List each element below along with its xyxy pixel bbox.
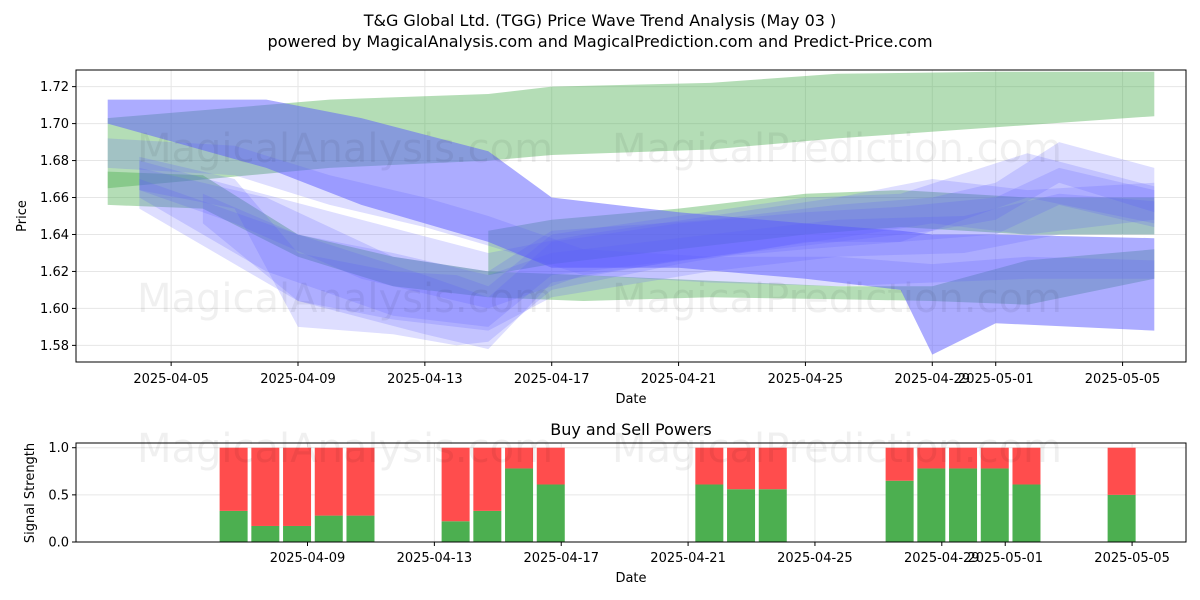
sell-bar bbox=[727, 447, 756, 490]
price-x-tick-label: 2025-05-05 bbox=[1085, 372, 1161, 387]
wave-band-blue-9 bbox=[202, 193, 1155, 331]
signal-y-tick-label: 0.0 bbox=[48, 536, 69, 551]
price-y-tick-label: 1.58 bbox=[40, 339, 69, 354]
watermark-mid-right: MagicalPrediction.com bbox=[612, 276, 1062, 322]
buy-bar bbox=[505, 468, 534, 542]
watermark-mid-left: MagicalAnalysis.com bbox=[137, 276, 553, 322]
buy-bar bbox=[727, 489, 756, 542]
wave-band-blue-4 bbox=[107, 99, 1155, 355]
price-x-tick-label: 2025-04-29 bbox=[895, 372, 971, 387]
price-y-tick-label: 1.60 bbox=[40, 302, 69, 317]
wave-band-green-2 bbox=[107, 171, 1155, 305]
signal-y-tick-label: 0.5 bbox=[48, 488, 69, 503]
signal-plot-frame bbox=[75, 442, 1187, 543]
price-x-tick-label: 2025-05-01 bbox=[958, 372, 1034, 387]
signal-x-axis-label: Date bbox=[615, 571, 646, 586]
buy-bar bbox=[758, 489, 787, 542]
sell-bar bbox=[1012, 447, 1041, 485]
signal-x-tick-label: 2025-04-13 bbox=[397, 551, 473, 566]
buy-bar bbox=[885, 480, 914, 542]
signal-x-tick-label: 2025-04-21 bbox=[650, 551, 726, 566]
signal-x-tick-label: 2025-04-09 bbox=[270, 551, 346, 566]
sell-bar bbox=[536, 447, 565, 485]
price-x-tick-label: 2025-04-05 bbox=[133, 372, 209, 387]
signal-x-tick-label: 2025-05-05 bbox=[1094, 551, 1170, 566]
price-y-tick-label: 1.68 bbox=[40, 154, 69, 169]
watermark-bottom-right: MagicalPrediction.com bbox=[612, 426, 1062, 472]
buy-bar bbox=[473, 510, 502, 542]
buy-bar bbox=[980, 468, 1009, 542]
buy-bar bbox=[346, 515, 375, 542]
sell-bar bbox=[917, 447, 946, 469]
wave-band-blue-5 bbox=[107, 138, 1155, 287]
buy-bar bbox=[283, 525, 312, 542]
sell-bar bbox=[949, 447, 978, 469]
price-y-tick-label: 1.64 bbox=[40, 228, 69, 243]
sell-bar bbox=[758, 447, 787, 490]
watermark-bottom-left: MagicalAnalysis.com bbox=[137, 426, 553, 472]
wave-band-blue-8 bbox=[139, 167, 1155, 350]
price-wave-panel: MagicalAnalysis.com MagicalPrediction.co… bbox=[15, 69, 1187, 407]
price-x-tick-label: 2025-04-17 bbox=[514, 372, 590, 387]
buy-sell-panel: Buy and Sell Powers MagicalAnalysis.com … bbox=[23, 420, 1187, 586]
buy-sell-title: Buy and Sell Powers bbox=[550, 420, 712, 439]
buy-bar bbox=[314, 515, 343, 542]
sell-bar bbox=[980, 447, 1009, 469]
buy-bar bbox=[219, 510, 248, 542]
sell-bar bbox=[346, 447, 375, 516]
sell-bar bbox=[885, 447, 914, 481]
sell-bar bbox=[219, 447, 248, 511]
sell-bar bbox=[441, 447, 470, 522]
buy-bar bbox=[441, 521, 470, 542]
watermark-top-right: MagicalPrediction.com bbox=[612, 126, 1062, 172]
price-x-ticks: 2025-04-05 2025-04-09 2025-04-13 2025-04-17… bbox=[133, 362, 1160, 387]
signal-bars bbox=[219, 447, 1136, 542]
wave-band-blue-6 bbox=[139, 153, 1155, 346]
signal-x-ticks: 2025-04-09 2025-04-13 2025-04-17 2025-04-21… bbox=[270, 542, 1170, 566]
signal-y-ticks: 0.0 0.5 1.0 bbox=[48, 441, 76, 551]
sell-bar bbox=[314, 447, 343, 516]
price-wave-bands bbox=[107, 71, 1155, 355]
signal-x-tick-label: 2025-04-25 bbox=[777, 551, 853, 566]
buy-bar bbox=[536, 484, 565, 542]
buy-bar bbox=[251, 525, 280, 542]
price-x-tick-label: 2025-04-21 bbox=[641, 372, 717, 387]
sell-bar bbox=[695, 447, 724, 485]
buy-bar bbox=[1107, 494, 1136, 542]
signal-y-axis-label: Signal Strength bbox=[23, 443, 38, 543]
sell-bar bbox=[283, 447, 312, 526]
price-y-axis-label: Price bbox=[15, 200, 30, 232]
signal-x-tick-label: 2025-04-29 bbox=[904, 551, 980, 566]
buy-bar bbox=[949, 468, 978, 542]
wave-band-blue-7 bbox=[139, 142, 1155, 327]
price-y-ticks: 1.58 1.60 1.62 1.64 1.66 1.68 1.70 1.72 bbox=[40, 80, 76, 354]
price-y-tick-label: 1.62 bbox=[40, 265, 69, 280]
price-y-tick-label: 1.72 bbox=[40, 80, 69, 95]
price-y-tick-label: 1.66 bbox=[40, 191, 69, 206]
price-x-tick-label: 2025-04-09 bbox=[260, 372, 336, 387]
price-plot-frame bbox=[75, 69, 1187, 363]
signal-x-tick-label: 2025-04-17 bbox=[523, 551, 599, 566]
buy-bar bbox=[1012, 484, 1041, 542]
sell-bar bbox=[473, 447, 502, 511]
chart-subtitle: powered by MagicalAnalysis.com and Magic… bbox=[267, 32, 932, 51]
wave-band-blue-10 bbox=[139, 160, 1155, 309]
price-x-tick-label: 2025-04-13 bbox=[387, 372, 463, 387]
price-x-axis-label: Date bbox=[615, 392, 646, 407]
signal-x-tick-label: 2025-05-01 bbox=[967, 551, 1043, 566]
buy-bar bbox=[695, 484, 724, 542]
price-y-tick-label: 1.70 bbox=[40, 117, 69, 132]
sell-bar bbox=[1107, 447, 1136, 495]
price-x-tick-label: 2025-04-25 bbox=[768, 372, 844, 387]
signal-y-tick-label: 1.0 bbox=[48, 441, 69, 456]
buy-bar bbox=[917, 468, 946, 542]
chart-title: T&G Global Ltd. (TGG) Price Wave Trend A… bbox=[363, 11, 837, 30]
watermark-top-left: MagicalAnalysis.com bbox=[137, 126, 553, 172]
sell-bar bbox=[251, 447, 280, 526]
sell-bar bbox=[505, 447, 534, 469]
